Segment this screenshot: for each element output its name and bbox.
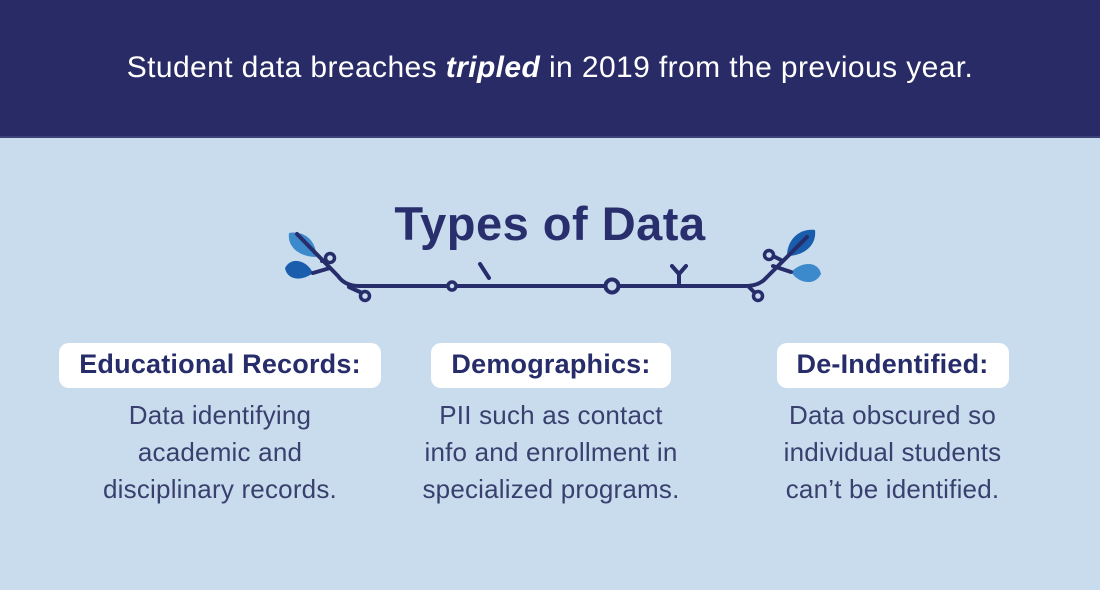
leaf-icons (285, 229, 821, 283)
demographics-badge: Demographics: (431, 343, 671, 388)
column-educational-records: Educational Records: Data identifying ac… (30, 343, 410, 508)
banner-text-after: in 2019 from the previous year. (540, 51, 974, 84)
description-line: specialized programs. (422, 474, 680, 504)
banner-highlight-tripled: tripled (445, 51, 541, 84)
description-line: PII such as contact (439, 400, 663, 430)
left-upper-leaf-icon (288, 232, 317, 257)
description-line: Data obscured so (789, 400, 996, 430)
educational-records-badge: Educational Records: (59, 343, 381, 388)
vine-node-rings (323, 248, 776, 303)
demographics-description: PII such as contact info and enrollment … (398, 397, 704, 508)
top-banner: Student data breaches tripled in 2019 fr… (0, 0, 1100, 138)
description-line: Data identifying (128, 400, 312, 430)
de-identified-label: De-Indentified: (796, 349, 989, 379)
description-line: individual students (783, 437, 1002, 467)
right-lower-leaf-icon (791, 263, 821, 283)
banner-text-before: Student data breaches (126, 51, 446, 84)
description-line: can’t be identified. (785, 474, 1000, 504)
description-line: academic and (137, 437, 303, 467)
educational-records-description: Data identifying academic and disciplina… (30, 397, 410, 508)
description-line: info and enrollment in (424, 437, 678, 467)
de-identified-description: Data obscured so individual students can… (735, 397, 1050, 508)
left-lower-leaf-icon (285, 260, 313, 279)
vine-stem (295, 232, 809, 294)
section-title: Types of Data (394, 197, 706, 250)
description-line: disciplinary records. (103, 474, 337, 504)
vine-branch-decoration-icon (285, 229, 821, 303)
column-demographics: Demographics: PII such as contact info a… (398, 343, 704, 508)
demographics-label: Demographics: (451, 349, 651, 379)
de-identified-badge: De-Indentified: (776, 343, 1009, 388)
banner-statement: Student data breaches tripled in 2019 fr… (127, 51, 974, 85)
column-de-identified: De-Indentified: Data obscured so individ… (735, 343, 1050, 508)
educational-records-label: Educational Records: (79, 349, 361, 379)
types-of-data-section: Types of Data (0, 138, 1100, 590)
